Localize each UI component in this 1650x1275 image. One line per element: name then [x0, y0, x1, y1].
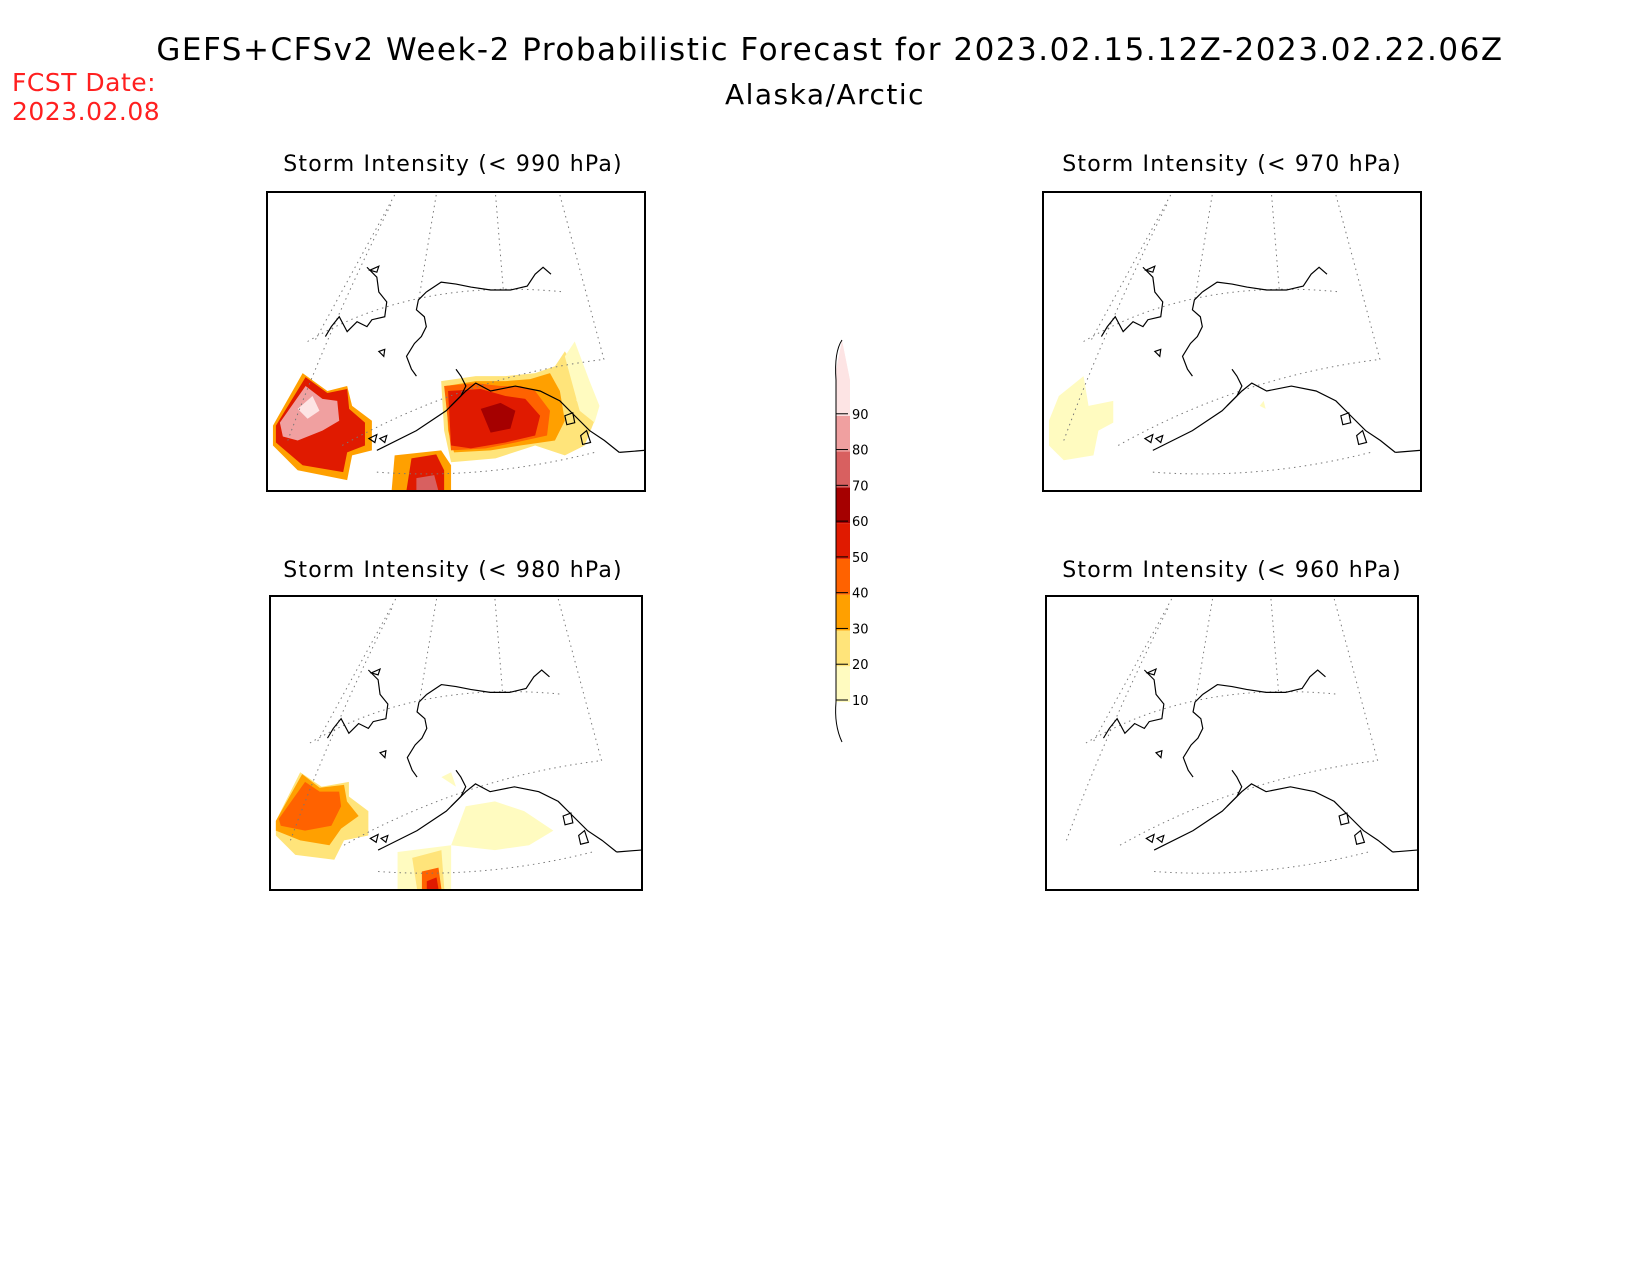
map-panel-990: [266, 191, 646, 492]
coastline: [1102, 667, 1417, 853]
forecast-date-label: FCST Date: 2023.02.08: [12, 68, 160, 126]
map-panel-980: [269, 595, 643, 891]
colorbar-swatch: [836, 594, 850, 631]
colorbar: 10 20 30 40 50 60 70 80 90: [835, 339, 869, 743]
panel-title-960: Storm Intensity (< 960 hPa): [1062, 558, 1402, 583]
region-subtitle: Alaska/Arctic: [724, 78, 926, 111]
probability-shading: [272, 341, 600, 490]
colorbar-tick-label: 60: [852, 515, 869, 530]
colorbar-tick-label: 50: [852, 551, 869, 566]
colorbar-tick-label: 10: [852, 694, 869, 709]
colorbar-swatch: [836, 666, 850, 702]
panel-title-990: Storm Intensity (< 990 hPa): [283, 152, 623, 177]
graticule: [287, 194, 605, 475]
colorbar-swatch: [836, 487, 850, 524]
colorbar-tick-label: 90: [852, 408, 869, 423]
fcst-date-caption: FCST Date:: [12, 68, 157, 97]
figure-title: GEFS+CFSv2 Week-2 Probabilistic Forecast…: [156, 32, 1504, 68]
map-canvas: [275, 598, 641, 889]
colorbar-swatch: [836, 415, 850, 452]
colorbar-tick-label: 40: [852, 587, 869, 602]
fcst-date-value: 2023.02.08: [12, 97, 161, 126]
colorbar-swatch: [836, 380, 850, 416]
map-canvas: [1048, 194, 1420, 475]
probability-shading: [275, 772, 554, 889]
graticule: [1066, 598, 1379, 874]
map-canvas: [272, 194, 644, 490]
colorbar-tick-label: 30: [852, 622, 869, 637]
graticule: [1063, 194, 1381, 475]
colorbar-swatch: [836, 451, 850, 488]
panel-title-980: Storm Intensity (< 980 hPa): [283, 558, 623, 583]
colorbar-tick-label: 20: [852, 658, 869, 673]
map-canvas: [1066, 598, 1417, 874]
map-panel-970: [1042, 191, 1422, 492]
colorbar-swatch: [836, 523, 850, 559]
coastline: [326, 667, 641, 853]
coastline: [324, 265, 644, 453]
panel-title-970: Storm Intensity (< 970 hPa): [1062, 152, 1402, 177]
colorbar-swatch: [836, 558, 850, 595]
colorbar-tick-label: 80: [852, 444, 869, 459]
colorbar-tick-label: 70: [852, 479, 869, 494]
map-panel-960: [1045, 595, 1419, 891]
colorbar-swatch: [836, 630, 850, 667]
coastline: [1100, 265, 1420, 453]
graticule: [290, 598, 603, 874]
